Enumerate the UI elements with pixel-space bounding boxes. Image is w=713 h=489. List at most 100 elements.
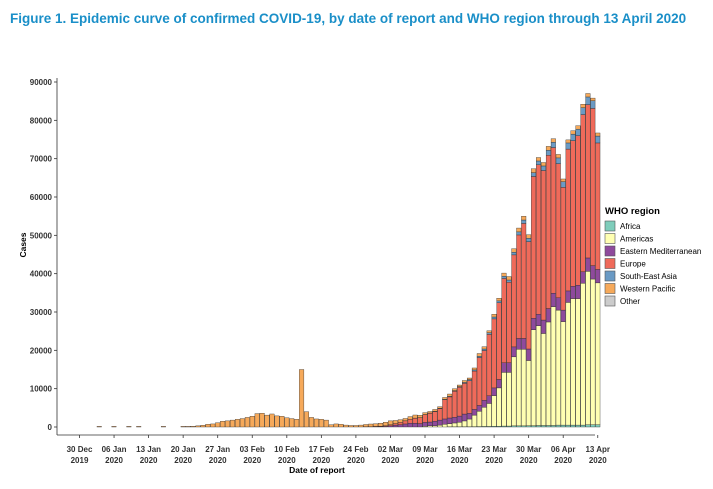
bar-segment xyxy=(264,414,270,428)
bar-segment xyxy=(496,387,502,427)
bar-segment xyxy=(190,426,196,428)
bar-segment xyxy=(545,146,551,151)
bar-segment xyxy=(481,348,487,351)
bar-segment xyxy=(521,219,527,224)
bar-segment xyxy=(565,148,571,292)
bar-segment xyxy=(412,422,418,428)
bar-segment xyxy=(555,297,561,311)
x-tick-year: 2020 xyxy=(347,456,365,465)
bar-segment xyxy=(555,157,561,164)
bar-segment xyxy=(521,349,527,427)
bar-segment xyxy=(274,415,280,428)
bar-segment xyxy=(565,424,571,428)
bar-segment xyxy=(486,395,492,404)
bar-segment xyxy=(590,97,596,101)
bar-segment xyxy=(595,135,601,144)
bar-segment xyxy=(560,424,566,428)
bar-segment xyxy=(452,388,458,391)
figure-title: Figure 1. Epidemic curve of confirmed CO… xyxy=(10,11,687,26)
bar-segment xyxy=(299,369,305,428)
bar-segment xyxy=(550,425,556,428)
bar-segment xyxy=(309,417,314,428)
bar-segment xyxy=(595,424,601,428)
bar-segment xyxy=(432,411,438,422)
bar-segment xyxy=(555,309,561,426)
bar-segment xyxy=(575,284,581,299)
bar-segment xyxy=(407,422,413,428)
y-axis: 0 10000 20000 30000 40000 50000 60000 70000 8000… xyxy=(30,78,58,435)
bar-segment xyxy=(471,414,477,427)
bar-segment xyxy=(466,418,472,427)
bar-segment xyxy=(486,403,492,427)
x-tick-year: 2020 xyxy=(140,456,158,465)
legend-entry-label: South-East Asia xyxy=(620,272,677,281)
bar-segment xyxy=(526,425,532,428)
bar-segment xyxy=(536,425,541,428)
bar-segment xyxy=(585,96,591,105)
y-tick-label: 40000 xyxy=(30,270,53,279)
x-tick-year: 2020 xyxy=(451,456,469,465)
bar-segment xyxy=(531,172,537,177)
bar-segment xyxy=(476,357,482,406)
bar-segment xyxy=(506,372,512,427)
legend-swatch xyxy=(604,233,616,244)
bar-segment xyxy=(590,108,596,266)
bar-segment xyxy=(555,163,561,298)
bar-segment xyxy=(160,426,166,428)
bar-segment xyxy=(333,423,339,428)
bar-segment xyxy=(437,406,443,409)
x-axis: 30 Dec 2019 06 Jan 2020 13 Jan 2020 20 Jan 2020… xyxy=(57,434,610,465)
bar-segment xyxy=(457,387,462,417)
bar-segment xyxy=(318,419,324,428)
bar-segment xyxy=(545,321,551,426)
bar-segment xyxy=(511,248,517,253)
bar-segment xyxy=(565,290,571,303)
bar-segment xyxy=(185,426,191,428)
bar-segment xyxy=(491,387,497,396)
bar-segment xyxy=(210,423,216,428)
bar-segment xyxy=(358,424,364,428)
bar-segment xyxy=(531,168,537,173)
bar-segment xyxy=(560,309,566,322)
bar-segment xyxy=(397,419,403,423)
bar-segment xyxy=(457,415,462,423)
bar-segment xyxy=(575,424,581,428)
bar-segment xyxy=(570,424,576,428)
y-tick-label: 70000 xyxy=(30,155,53,164)
x-tick-label: 20 Jan xyxy=(171,445,196,454)
y-tick-label: 10000 xyxy=(30,385,53,394)
x-tick-year: 2020 xyxy=(382,456,400,465)
bar-segment xyxy=(481,400,487,408)
bar-segment xyxy=(417,423,423,428)
bar-segment xyxy=(471,409,477,416)
bar-segment xyxy=(392,420,398,424)
bar-segment xyxy=(511,254,517,348)
bar-segment xyxy=(447,396,453,419)
bar-segment xyxy=(402,418,408,421)
bar-segment xyxy=(570,286,576,299)
bar-segment xyxy=(516,231,522,236)
bar-segment xyxy=(383,422,388,426)
bar-segment xyxy=(545,150,551,156)
bar-segment xyxy=(447,423,453,427)
x-tick-year: 2020 xyxy=(243,456,261,465)
bar-segment xyxy=(180,426,186,428)
bar-segment xyxy=(491,318,497,389)
bar-segment xyxy=(452,390,458,418)
x-tick-label: 24 Feb xyxy=(343,445,368,454)
bar-segment xyxy=(249,416,255,428)
legend-swatch xyxy=(604,270,616,282)
bar-segment xyxy=(392,423,398,426)
stacked-bars xyxy=(96,93,601,428)
bar-segment xyxy=(437,419,443,426)
y-tick-label: 80000 xyxy=(30,116,53,125)
bar-segment xyxy=(526,234,532,239)
bar-segment xyxy=(521,223,527,339)
bar-segment xyxy=(560,187,566,311)
bar-segment xyxy=(526,238,532,242)
bar-segment xyxy=(491,314,497,318)
bar-segment xyxy=(205,424,211,428)
bar-segment xyxy=(96,426,102,428)
bar-segment xyxy=(259,413,265,428)
bar-segment xyxy=(486,332,492,335)
